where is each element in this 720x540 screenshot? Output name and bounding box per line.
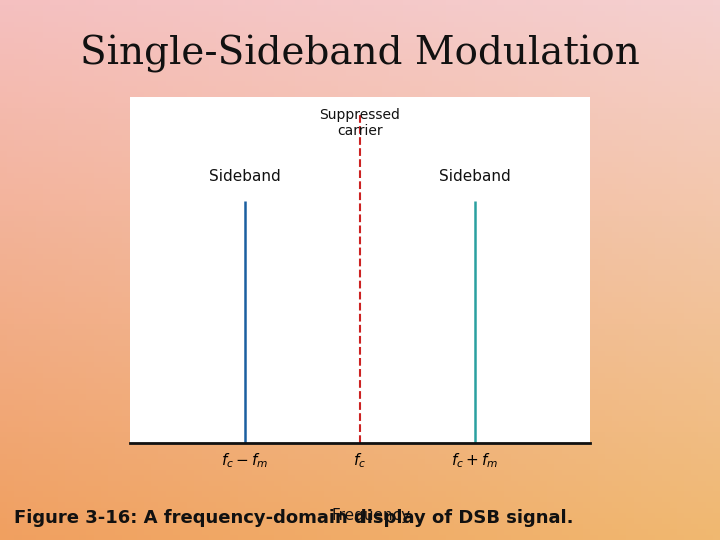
Text: Single-Sideband Modulation: Single-Sideband Modulation xyxy=(80,35,640,73)
Text: Suppressed
carrier: Suppressed carrier xyxy=(320,107,400,138)
Text: Sideband: Sideband xyxy=(439,168,511,184)
Text: Frequency: Frequency xyxy=(332,509,411,523)
Text: Sideband: Sideband xyxy=(209,168,281,184)
Text: Figure 3-16: A frequency-domain display of DSB signal.: Figure 3-16: A frequency-domain display … xyxy=(14,509,574,528)
